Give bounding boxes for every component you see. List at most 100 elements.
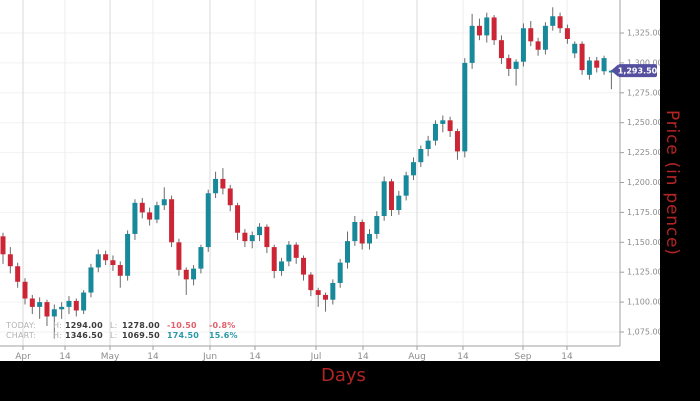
candle-up <box>550 16 556 26</box>
y-tick-label: 1,225.00 <box>627 148 660 157</box>
candle-up <box>81 292 87 311</box>
candle-down <box>139 202 145 213</box>
candle-down <box>7 254 13 267</box>
candle-up <box>132 202 138 234</box>
candle-up <box>352 221 358 242</box>
chart-plot-area: 1,325.00 1,300.00 1,275.00 1,250.00 1,225.00… <box>0 0 660 361</box>
candle-up <box>88 267 94 293</box>
candle-up <box>432 123 438 141</box>
last-price-tag-arrow <box>611 64 618 77</box>
candle-down <box>454 131 460 152</box>
y-tick-label: 1,200.00 <box>627 178 660 187</box>
candle-up <box>542 25 548 50</box>
chart-change: 174.50 <box>167 331 200 340</box>
candle-down <box>0 236 6 255</box>
x-tick-label: Apr <box>15 352 31 361</box>
candle-down <box>388 181 394 211</box>
x-tick-label: 14 <box>59 352 71 361</box>
candle-up <box>198 247 204 269</box>
candle-up <box>520 28 526 62</box>
chart-low-value: 1069.50 <box>122 331 160 340</box>
candle-down <box>323 294 329 300</box>
y-tick-label: 1,300.00 <box>627 58 660 67</box>
chart-stats-row: CHART: H: 1346.50 L: 1069.50 174.50 15.6… <box>6 331 249 341</box>
candle-down <box>73 300 79 311</box>
candle-down <box>564 28 570 39</box>
last-price-tag-label: 1,293.50 <box>618 67 658 76</box>
candle-down <box>147 212 153 220</box>
candle-up <box>337 262 343 283</box>
candlestick-chart[interactable]: 1,325.00 1,300.00 1,275.00 1,250.00 1,225.00… <box>0 0 660 361</box>
candle-up <box>345 241 351 263</box>
candle-down <box>594 60 600 68</box>
x-tick-label: Aug <box>408 352 426 361</box>
candle-down <box>315 290 321 295</box>
candle-down <box>308 274 314 291</box>
candle-up <box>161 199 167 206</box>
candle-up <box>608 70 614 73</box>
candle-up <box>249 235 255 242</box>
candle-up <box>601 58 607 72</box>
candle-up <box>440 120 446 124</box>
last-price-tag <box>618 64 657 78</box>
candle-down <box>535 41 541 50</box>
candle-down <box>476 25 482 36</box>
candle-down <box>22 281 28 299</box>
candle-up <box>396 195 402 211</box>
y-tick-label: 1,250.00 <box>627 118 660 127</box>
x-tick-label: May <box>101 352 120 361</box>
x-tick-label: Jul <box>310 352 322 361</box>
candle-down <box>117 265 123 276</box>
today-low-value: 1278.00 <box>122 321 160 330</box>
y-tick-label: 1,325.00 <box>627 29 660 38</box>
today-low-label: L: <box>110 321 118 330</box>
today-stats-row: TODAY: H: 1294.00 L: 1278.00 -10.50 -0.8… <box>6 321 249 331</box>
candle-up <box>37 302 43 307</box>
candle-down <box>491 17 497 41</box>
today-change: -10.50 <box>167 321 197 330</box>
candle-up <box>462 62 468 152</box>
candle-up <box>125 233 131 276</box>
candle-down <box>110 260 116 266</box>
chart-change-pct: 15.6% <box>209 331 238 340</box>
x-tick-label: Jun <box>202 352 217 361</box>
candle-up <box>425 140 431 150</box>
candle-up <box>330 282 336 300</box>
chart-high-label: H: <box>53 331 63 340</box>
candle-up <box>213 178 219 194</box>
chart-high-value: 1346.50 <box>65 331 103 340</box>
candle-down <box>506 58 512 69</box>
candle-down <box>183 269 189 280</box>
candle-down <box>220 178 226 189</box>
candle-up <box>95 254 101 268</box>
candle-down <box>103 254 109 261</box>
candle-down <box>44 302 50 317</box>
candle-up <box>191 268 197 280</box>
candle-down <box>498 40 504 59</box>
today-high-label: H: <box>53 321 63 330</box>
candle-up <box>257 226 263 236</box>
today-label: TODAY: <box>6 321 36 330</box>
candle-up <box>59 306 65 310</box>
candle-down <box>557 16 563 29</box>
candle-up <box>154 205 160 220</box>
candle-up <box>469 25 475 63</box>
candle-up <box>279 261 285 272</box>
x-axis-title: Days <box>321 365 366 386</box>
x-tick-label: 14 <box>147 352 159 361</box>
candle-up <box>374 215 380 234</box>
candle-down <box>242 232 248 242</box>
chart-low-label: L: <box>110 331 118 340</box>
candle-down <box>176 242 182 270</box>
candle-down <box>169 199 175 243</box>
candle-down <box>359 221 365 244</box>
x-tick-label: 14 <box>357 352 369 361</box>
candle-down <box>15 266 21 282</box>
y-tick-label: 1,075.00 <box>627 328 660 337</box>
x-tick-label: 14 <box>561 352 573 361</box>
candle-down <box>264 226 270 248</box>
candle-up <box>484 17 490 36</box>
candle-up <box>572 43 578 54</box>
today-change-pct: -0.8% <box>209 321 236 330</box>
